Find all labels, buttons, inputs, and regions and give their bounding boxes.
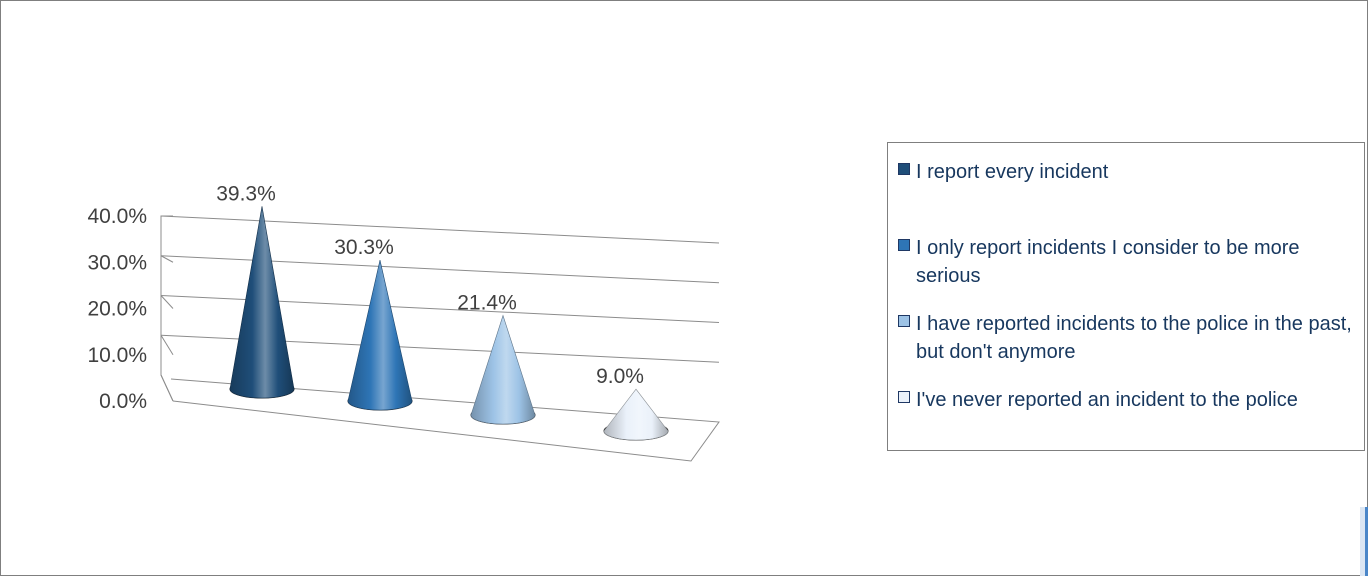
data-label: 30.3% (334, 236, 394, 259)
y-tick-label: 20.0% (87, 298, 147, 321)
cone-bar (347, 260, 413, 411)
tick-connector (160, 255, 174, 263)
y-tick-label: 0.0% (99, 390, 147, 413)
legend: I report every incident I only report in… (887, 142, 1365, 451)
legend-label: I've never reported an incident to the p… (916, 389, 1298, 411)
cone-bar (229, 206, 295, 399)
data-label: 39.3% (216, 182, 276, 205)
floor (170, 378, 720, 462)
y-tick-label: 10.0% (87, 344, 147, 367)
legend-label: I only report incidents I consider to be… (916, 237, 1300, 287)
y-tick-label: 30.0% (87, 251, 147, 274)
left-wall (160, 215, 174, 402)
legend-label: I report every incident (916, 161, 1109, 183)
gridline (160, 215, 720, 244)
gridline (160, 255, 720, 284)
legend-swatch (898, 239, 910, 251)
data-label: 9.0% (596, 365, 644, 388)
legend-label: I have reported incidents to the police … (916, 313, 1352, 363)
y-axis-tick-labels: 0.0% 10.0% 20.0% 30.0% 40.0% (87, 205, 147, 413)
slide-edge-tab (1360, 507, 1368, 576)
legend-swatch (898, 163, 910, 175)
legend-swatch (898, 391, 910, 403)
tick-connector (160, 374, 174, 402)
data-label: 21.4% (457, 291, 517, 314)
tick-connector (160, 334, 174, 356)
data-labels: 39.3% 30.3% 21.4% 9.0% (216, 182, 644, 388)
cone-bar (470, 314, 536, 425)
cone-bar (603, 388, 669, 441)
legend-swatch (898, 315, 910, 327)
y-tick-label: 40.0% (87, 205, 147, 228)
cones (229, 206, 669, 441)
tick-connector (160, 295, 174, 309)
